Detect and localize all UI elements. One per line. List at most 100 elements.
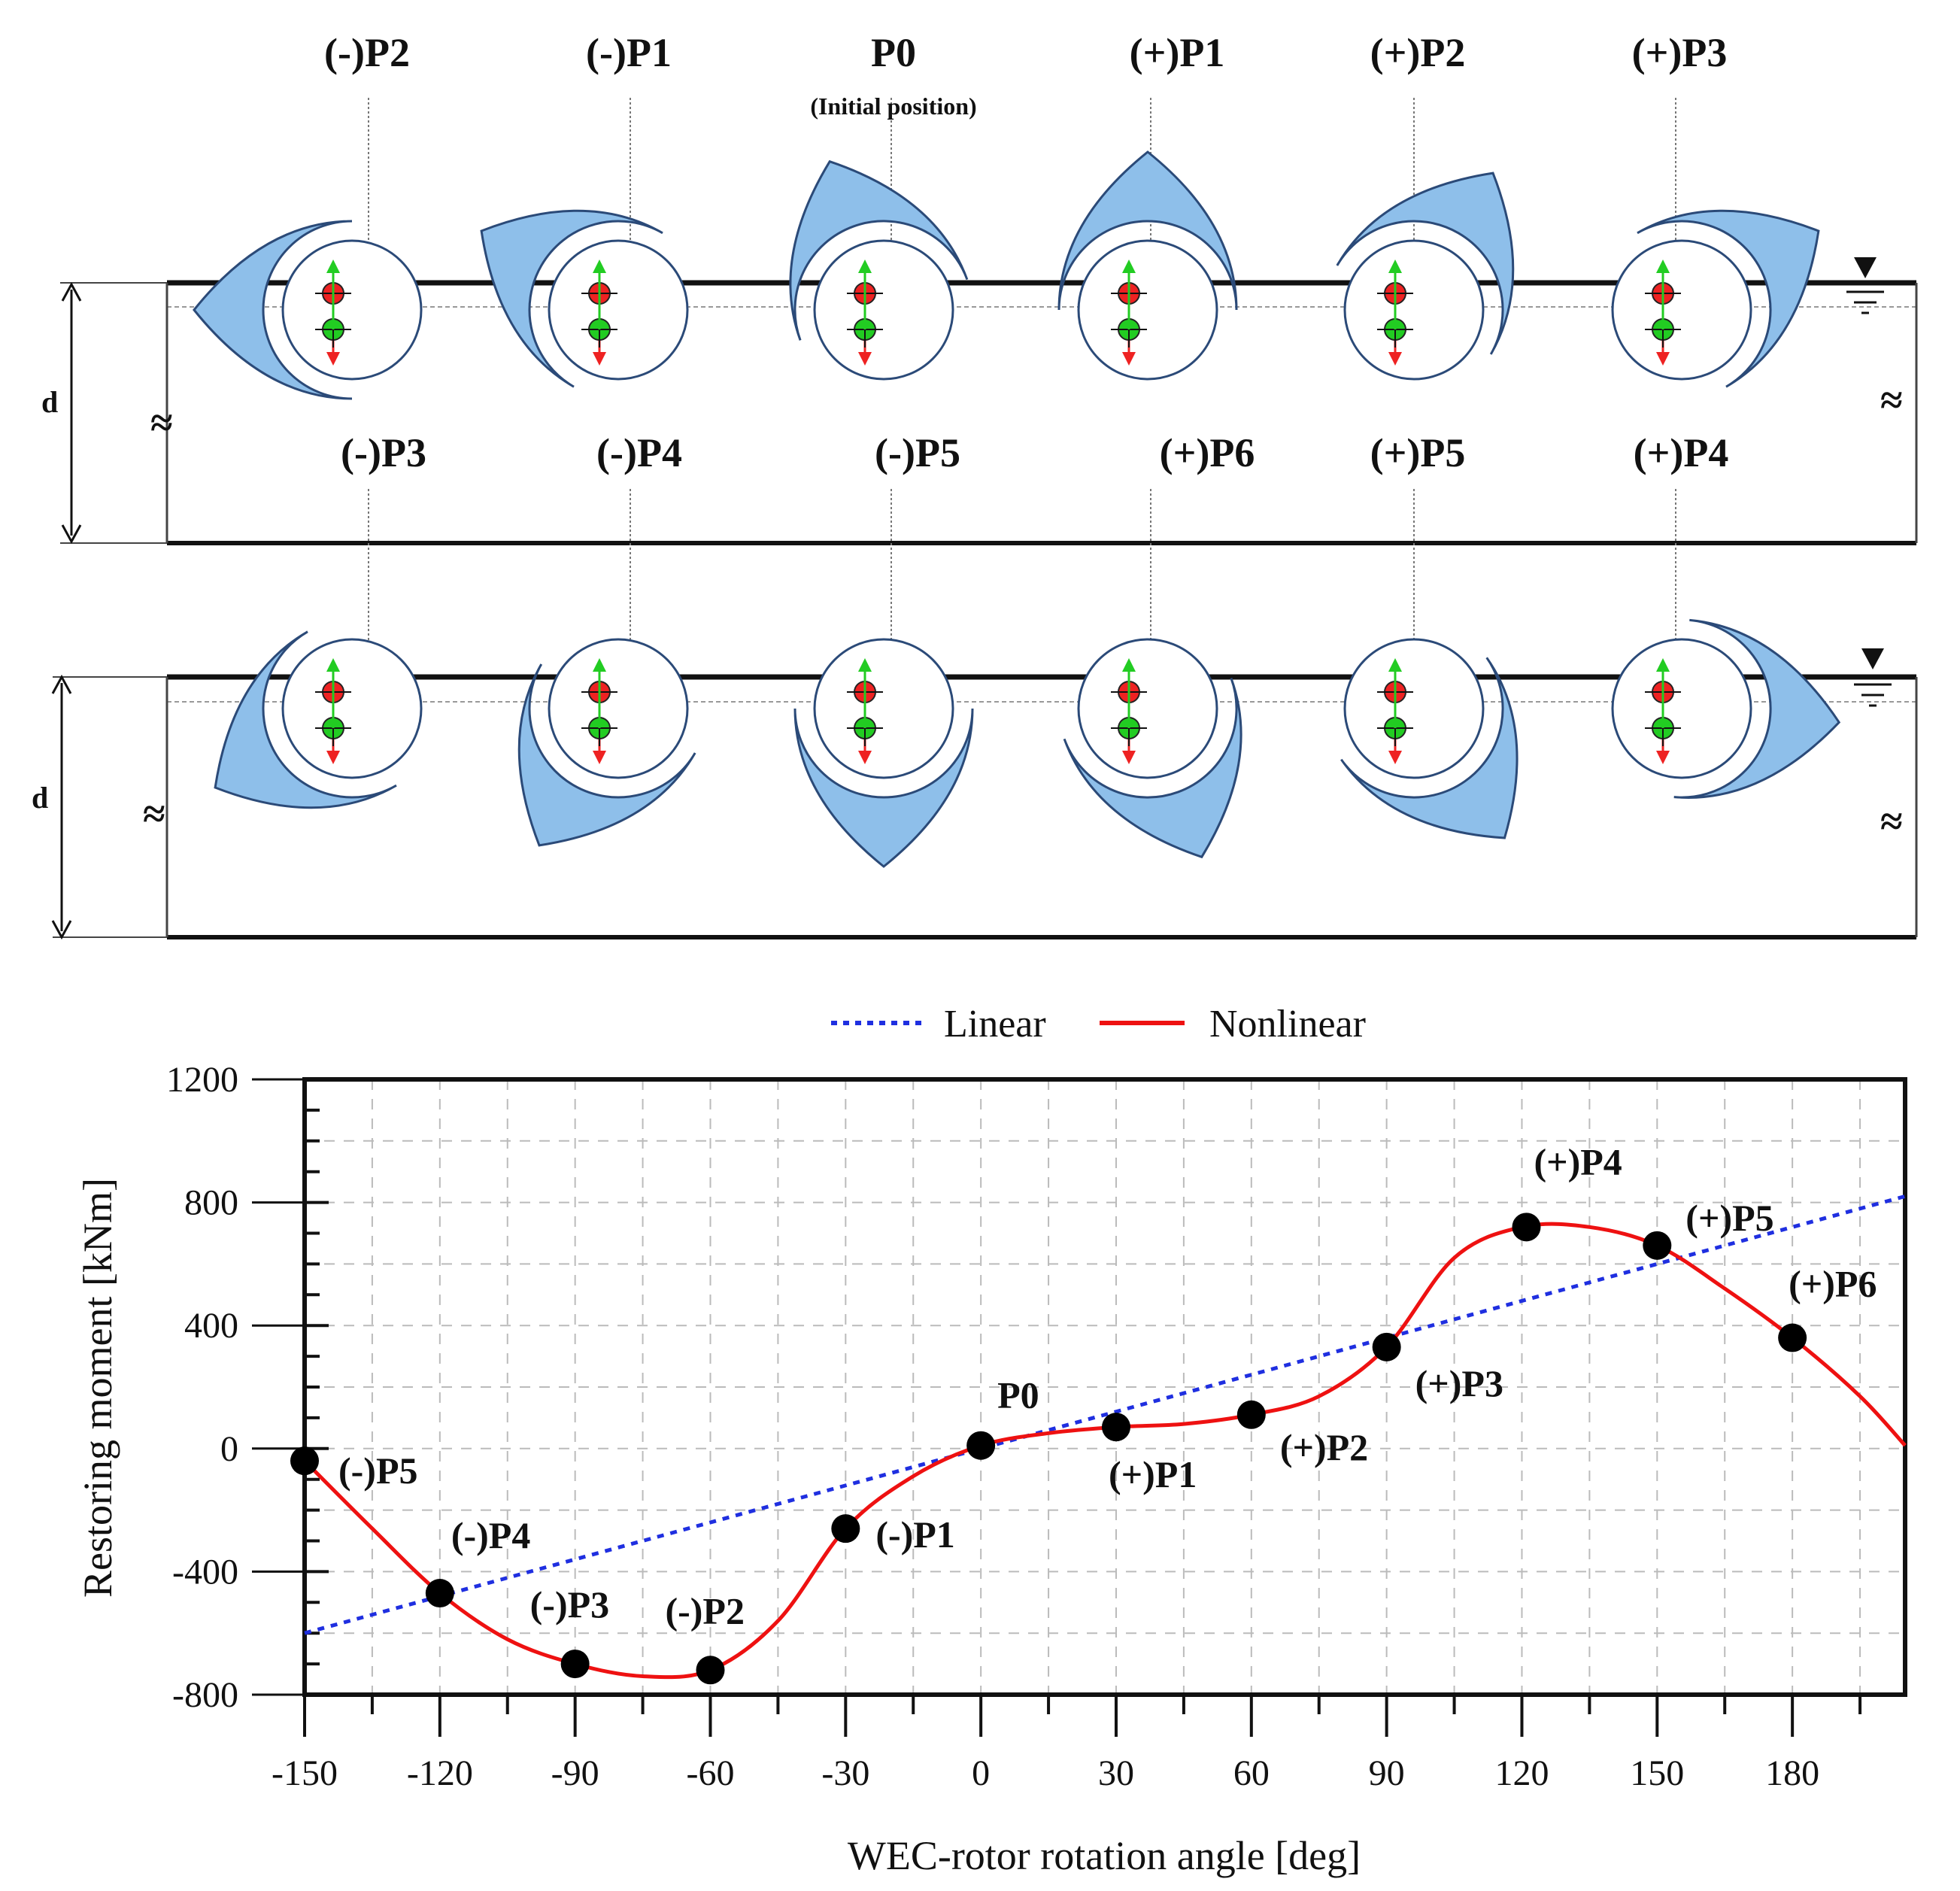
- data-point-label: P0: [997, 1374, 1039, 1416]
- data-point-marker: [696, 1656, 725, 1685]
- wave-break-icon: ≈: [143, 791, 165, 836]
- x-tick-label: -30: [821, 1753, 869, 1793]
- bottom-row-rotor: (+)P5: [1340, 430, 1519, 839]
- rotor-inner-circle: [1611, 239, 1752, 381]
- rotor-inner-circle: [813, 239, 954, 381]
- top-row-position-label: (+)P3: [1632, 30, 1728, 75]
- rotor-positions: (-)P2 (-)P1 P0 (+)P1 (+)P2 (+)P3 (-)P3 (-)P4 (-)…: [193, 30, 1841, 868]
- rotor-inner-circle: [281, 638, 423, 779]
- x-tick-label: 0: [972, 1753, 990, 1793]
- bottom-row-rotor: (+)P4: [1611, 430, 1841, 799]
- rotor-body: [193, 220, 353, 400]
- rotor-diagram: ≈ ≈ d ≈ ≈ d (-)P2 (-)P1: [32, 30, 1918, 940]
- buoyancy-arrowhead-icon: [326, 260, 340, 273]
- data-point-marker: [1236, 1400, 1266, 1429]
- water-level-marks: [1854, 683, 1892, 707]
- top-row-position-label: (-)P2: [324, 30, 410, 75]
- weight-arrowhead-icon: [858, 751, 872, 764]
- axis-ticks: -800 -400 0 400 800 1200 -150 -120 -90 -60 -30 0 30 6…: [166, 1060, 1862, 1793]
- weight-arrowhead-icon: [326, 751, 340, 764]
- wave-break-icon: ≈: [150, 400, 173, 445]
- x-tick-label: 60: [1233, 1753, 1270, 1793]
- rotor-body: [1336, 171, 1515, 355]
- data-point-marker: [1643, 1231, 1672, 1260]
- rotor-body: [1063, 678, 1242, 859]
- chart-legend: Linear Nonlinear: [831, 1003, 1366, 1046]
- legend-nonlinear-label: Nonlinear: [1209, 1003, 1366, 1046]
- top-row-rotor: (+)P3: [1611, 30, 1820, 388]
- x-axis-label: WEC-rotor rotation angle [deg]: [848, 1833, 1361, 1878]
- data-point-marker: [560, 1650, 590, 1679]
- rotor-body: [480, 209, 663, 388]
- data-point-marker: [1101, 1413, 1130, 1442]
- wave-break-icon: ≈: [1880, 799, 1903, 844]
- rotor-inner-circle: [1343, 638, 1485, 779]
- wave-break-icon: ≈: [1880, 378, 1903, 423]
- depth-arrowheads: [61, 281, 82, 545]
- rotor-body: [1673, 618, 1841, 799]
- x-tick-label: 90: [1369, 1753, 1405, 1793]
- buoyancy-arrowhead-icon: [326, 658, 340, 672]
- x-tick-label: -120: [407, 1753, 473, 1793]
- y-tick-label: 1200: [166, 1060, 238, 1100]
- top-row-position-label: (+)P1: [1130, 30, 1225, 75]
- legend-linear-label: Linear: [944, 1003, 1046, 1046]
- data-point-marker: [290, 1446, 319, 1476]
- buoyancy-arrowhead-icon: [1122, 658, 1136, 672]
- data-point-label: (+)P1: [1109, 1453, 1197, 1495]
- x-tick-label: 150: [1630, 1753, 1684, 1793]
- data-point-label: (+)P5: [1685, 1197, 1773, 1239]
- data-point-label: (+)P2: [1280, 1426, 1368, 1468]
- rotor-body: [1637, 209, 1820, 388]
- rotor-inner-circle: [1077, 239, 1218, 381]
- rotor-body: [1340, 657, 1519, 839]
- weight-arrowhead-icon: [1656, 352, 1670, 366]
- lower-tank: ≈ ≈ d: [32, 648, 1918, 940]
- data-point-label: (+)P3: [1415, 1362, 1503, 1404]
- data-point-label: (-)P5: [338, 1449, 418, 1492]
- buoyancy-arrowhead-icon: [858, 658, 872, 672]
- depth-label: d: [32, 781, 48, 815]
- top-row-rotor: P0: [789, 30, 969, 381]
- rotor-inner-circle: [548, 638, 689, 779]
- rotor-inner-circle: [1611, 638, 1752, 779]
- buoyancy-arrowhead-icon: [593, 658, 606, 672]
- x-tick-label: -60: [687, 1753, 735, 1793]
- weight-arrowhead-icon: [1656, 751, 1670, 764]
- buoyancy-arrowhead-icon: [1656, 260, 1670, 273]
- data-point-label: (-)P1: [875, 1513, 955, 1556]
- weight-arrowhead-icon: [326, 352, 340, 366]
- rotor-inner-circle: [548, 239, 689, 381]
- weight-arrowhead-icon: [593, 751, 606, 764]
- top-row-rotor: (-)P2: [193, 30, 423, 400]
- depth-label: d: [41, 385, 58, 419]
- rotor-inner-circle: [1343, 239, 1485, 381]
- rotor-body: [517, 663, 696, 847]
- rotor-body: [793, 708, 974, 868]
- x-tick-label: -90: [551, 1753, 599, 1793]
- rotor-inner-circle: [281, 239, 423, 381]
- x-tick-label: -150: [272, 1753, 338, 1793]
- bottom-row-position-label: (+)P4: [1634, 430, 1729, 475]
- buoyancy-arrowhead-icon: [1656, 658, 1670, 672]
- rotor-body: [789, 159, 969, 341]
- buoyancy-arrowhead-icon: [1122, 260, 1136, 273]
- data-point-marker: [425, 1579, 454, 1608]
- data-point-marker: [1512, 1213, 1541, 1242]
- data-point-label: (-)P4: [451, 1514, 531, 1556]
- bottom-row-rotor: (-)P5: [793, 430, 974, 868]
- top-row-position-label: P0: [871, 30, 916, 75]
- y-tick-label: 400: [184, 1306, 238, 1346]
- initial-position-subtitle: (Initial position): [810, 93, 976, 120]
- y-tick-label: -400: [172, 1552, 238, 1592]
- top-row-position-label: (+)P2: [1370, 30, 1466, 75]
- data-point-marker: [831, 1514, 860, 1543]
- data-point-marker: [966, 1431, 996, 1460]
- buoyancy-arrowhead-icon: [1388, 658, 1402, 672]
- y-axis-label: Restoring moment [kNm]: [75, 1178, 120, 1598]
- data-point-label: (-)P2: [665, 1589, 745, 1631]
- weight-arrowhead-icon: [1122, 751, 1136, 764]
- buoyancy-arrowhead-icon: [858, 260, 872, 273]
- weight-arrowhead-icon: [1122, 352, 1136, 366]
